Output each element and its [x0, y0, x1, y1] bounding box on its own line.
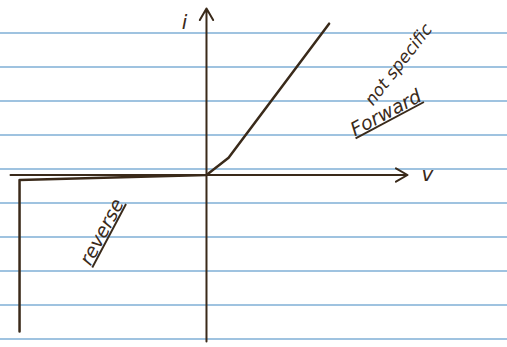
- svg-text:not specific: not specific: [360, 19, 437, 109]
- svg-text:i: i: [182, 10, 188, 34]
- svg-text:Forward: Forward: [346, 84, 426, 140]
- svg-text:reverse: reverse: [75, 195, 128, 269]
- svg-text:v: v: [422, 162, 435, 186]
